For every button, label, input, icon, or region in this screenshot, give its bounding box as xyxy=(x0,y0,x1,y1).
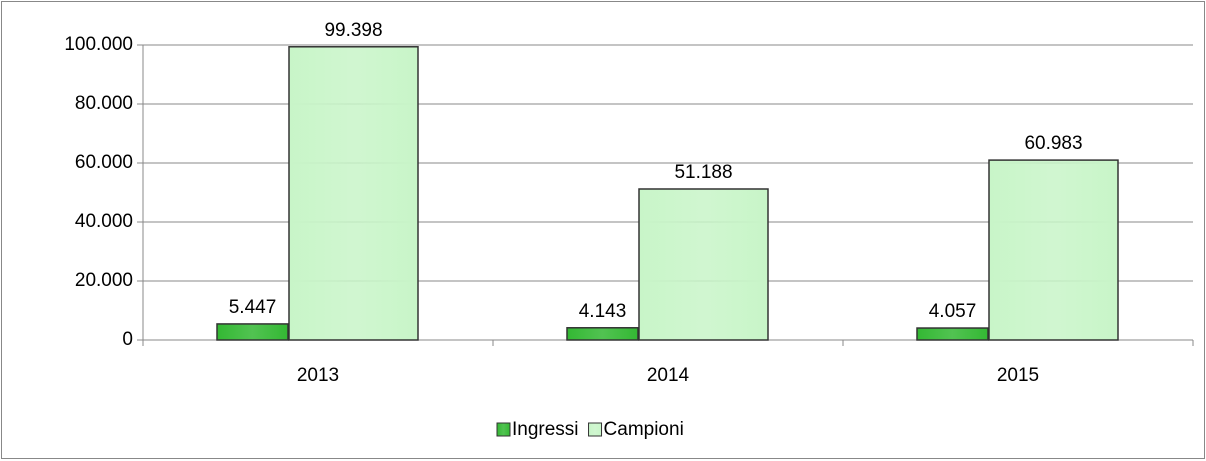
value-label: 5.447 xyxy=(229,297,277,318)
legend-label: Ingressi xyxy=(512,419,579,440)
legend-swatch xyxy=(588,422,603,437)
y-tick-label: 0 xyxy=(122,329,133,350)
bar xyxy=(916,327,989,341)
y-tick-label: 100.000 xyxy=(64,34,133,55)
bar xyxy=(566,327,639,341)
legend-label: Campioni xyxy=(604,419,684,440)
x-tick-label: 2014 xyxy=(647,365,690,386)
y-tick-label: 20.000 xyxy=(75,270,133,291)
legend-swatch xyxy=(496,422,511,437)
value-label: 51.188 xyxy=(674,162,732,183)
x-tick-label: 2013 xyxy=(297,365,339,386)
value-label: 60.983 xyxy=(1024,133,1082,154)
y-tick-label: 40.000 xyxy=(75,211,133,232)
y-tick-label: 60.000 xyxy=(75,152,133,173)
bar xyxy=(638,188,769,341)
bar xyxy=(216,323,289,341)
value-label: 99.398 xyxy=(324,20,382,41)
y-tick-label: 80.000 xyxy=(75,93,133,114)
value-label: 4.143 xyxy=(579,301,627,322)
x-tick-label: 2015 xyxy=(997,365,1039,386)
bar xyxy=(288,46,419,341)
value-label: 4.057 xyxy=(929,301,977,322)
bar xyxy=(988,159,1119,341)
